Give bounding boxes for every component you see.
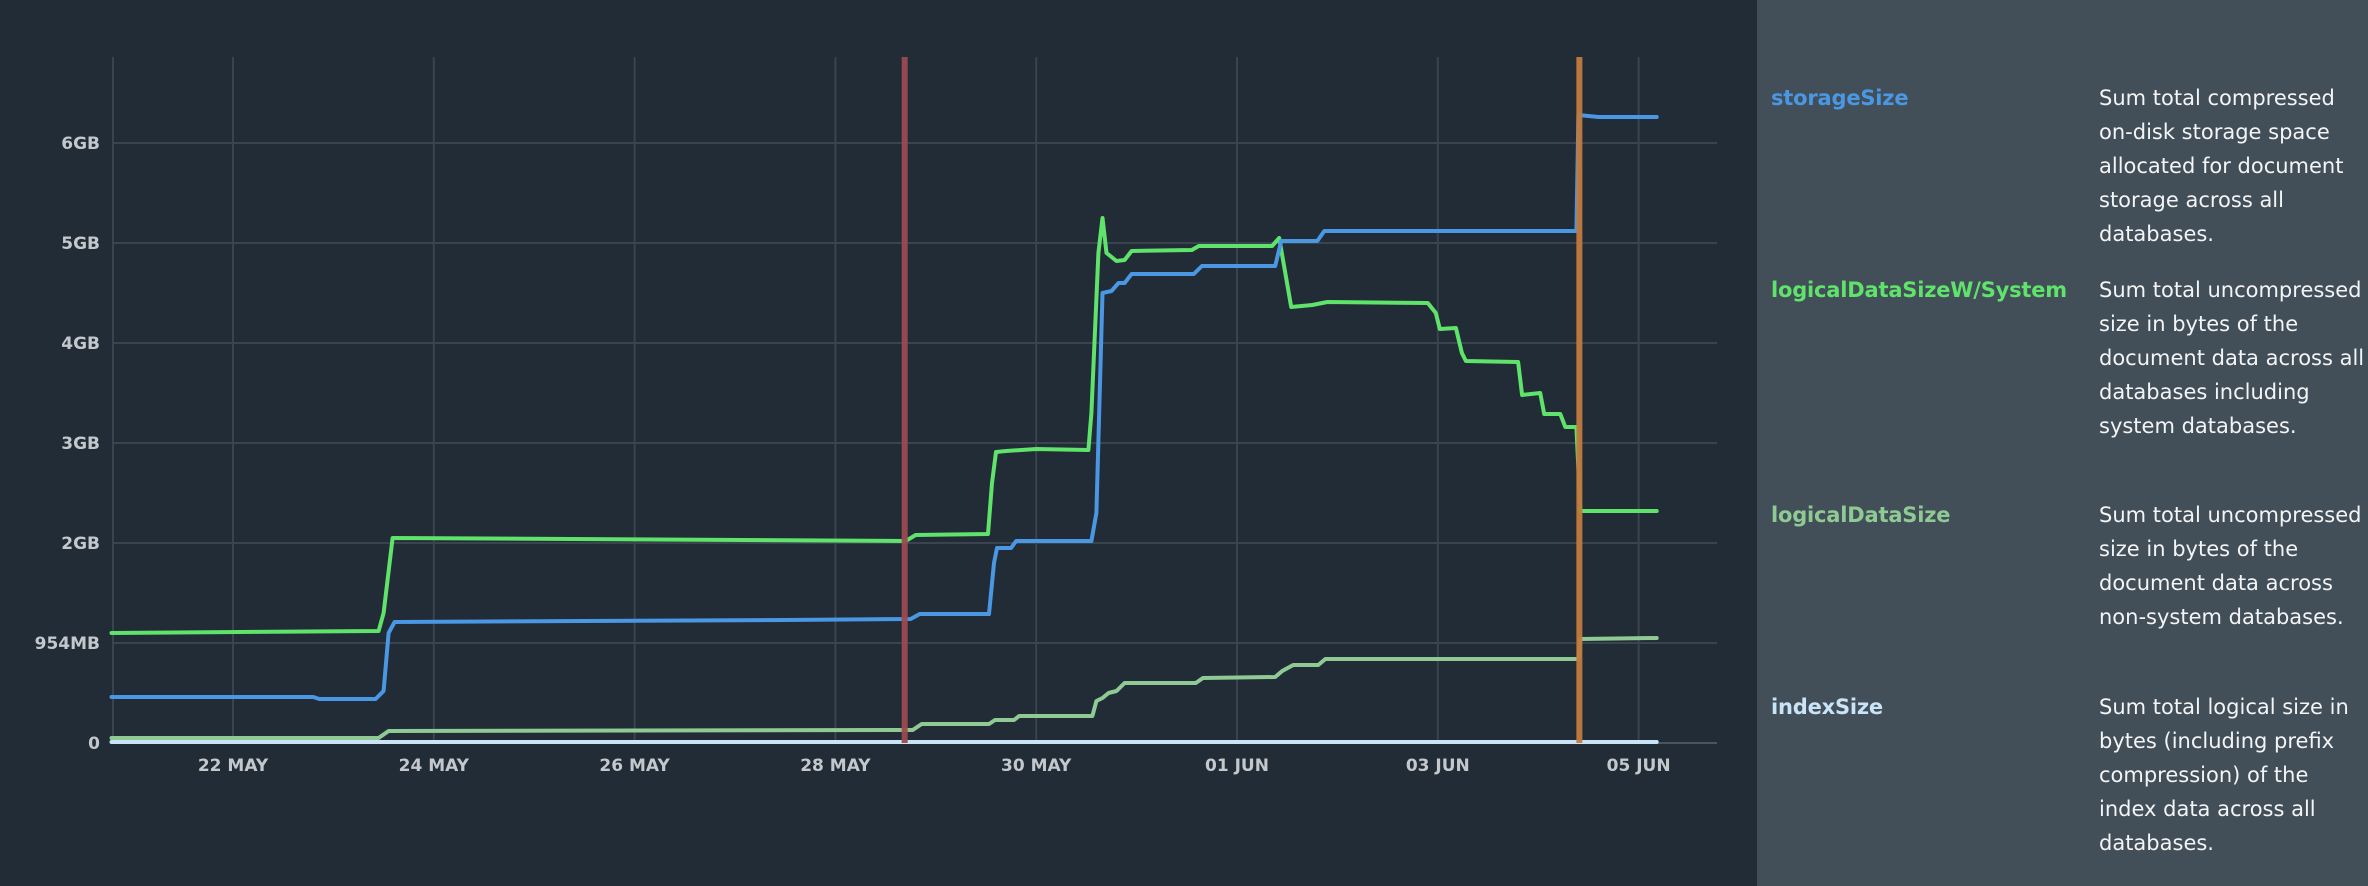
series-line-logicaldatasizew-system [109, 216, 1659, 635]
y-tick-label: 2GB [61, 534, 100, 554]
legend-description: Sum total compressed on-disk storage spa… [2099, 86, 2344, 246]
x-tick-label: 24 MAY [399, 756, 470, 776]
y-tick-label: 6GB [61, 134, 100, 154]
x-tick-label: 22 MAY [198, 756, 269, 776]
legend-description: Sum total logical size in bytes (includi… [2099, 695, 2349, 855]
legend-description: Sum total uncompressed size in bytes of … [2099, 278, 2365, 438]
legend-description: Sum total uncompressed size in bytes of … [2099, 503, 2362, 629]
x-tick-label: 30 MAY [1001, 756, 1072, 776]
legend-name: logicalDataSizeW/System [1771, 278, 2067, 302]
x-tick-label: 01 JUN [1205, 756, 1269, 776]
y-tick-label: 0 [88, 734, 100, 754]
x-tick-label: 28 MAY [800, 756, 871, 776]
x-tick-label: 03 JUN [1406, 756, 1470, 776]
chart-plot: 0 954MB 2GB 3GB 4GB 5GB 6GB 22 MAY 24 MAY 26 MAY 2… [35, 57, 1717, 776]
x-tick-label: 26 MAY [599, 756, 670, 776]
x-tick-label: 05 JUN [1607, 756, 1671, 776]
legend-name: indexSize [1771, 695, 1883, 719]
y-tick-label: 5GB [61, 234, 100, 254]
y-tick-label: 4GB [61, 334, 100, 354]
metric-legend-panel: storageSize Sum total compressed on-disk… [1757, 0, 2368, 886]
y-tick-label: 3GB [61, 434, 100, 454]
series-line-storagesize [109, 113, 1659, 701]
legend-name: logicalDataSize [1771, 503, 1951, 527]
y-tick-label: 954MB [35, 634, 100, 654]
series-line-logicaldatasize [109, 636, 1659, 740]
legend-name: storageSize [1771, 86, 1909, 110]
storage-chart: 0 954MB 2GB 3GB 4GB 5GB 6GB 22 MAY 24 MAY 26 MAY 2… [34, 57, 1717, 776]
